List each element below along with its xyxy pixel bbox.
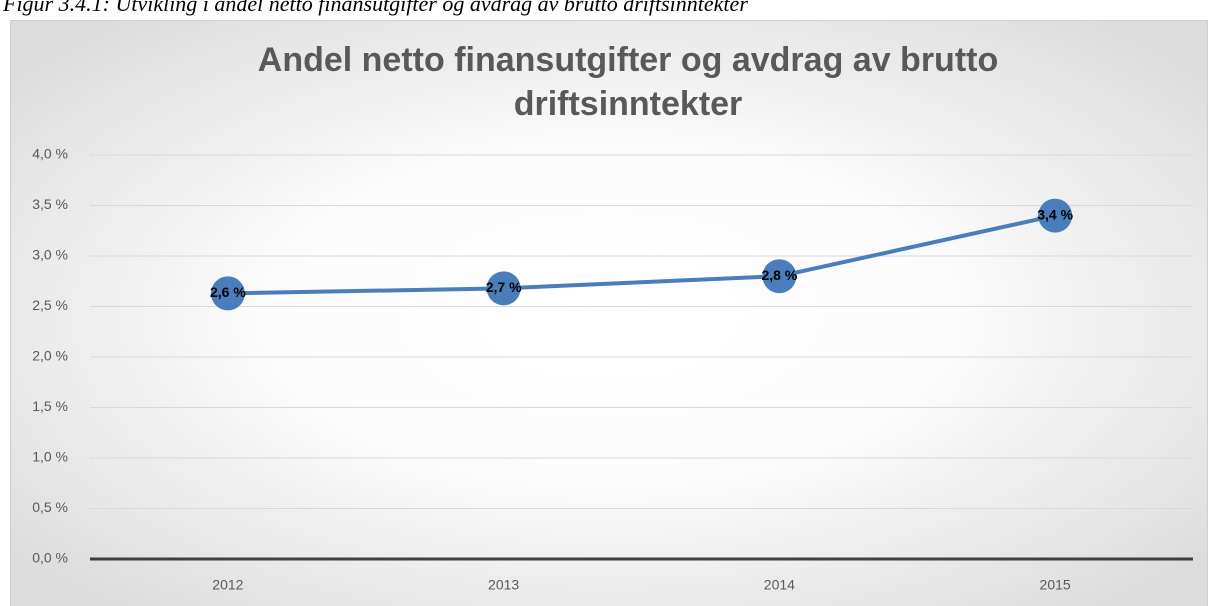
data-line [227,213,1056,296]
x-tick-label: 2014 [764,577,795,593]
figure-caption: Figur 3.4.1: Utvikling i andel netto fin… [2,0,748,16]
y-tick-label: 3,5 % [32,196,68,212]
chart-title: driftsinntekter [514,85,743,123]
data-marker [210,276,245,311]
x-tick-label: 2012 [212,577,243,593]
y-tick-label: 0,0 % [32,550,68,566]
x-tick-label: 2013 [488,577,519,593]
y-tick-label: 2,5 % [32,297,68,313]
data-label: 2,6 % [210,284,246,300]
y-tick-label: 3,0 % [32,247,68,263]
y-tick-label: 1,0 % [32,449,68,465]
data-label: 2,8 % [761,267,797,283]
data-marker [486,271,521,306]
data-marker [762,259,797,294]
x-tick-label: 2015 [1040,577,1071,593]
data-label: 3,4 % [1037,206,1073,222]
data-marker [1038,198,1073,233]
data-label: 2,7 % [486,279,522,295]
y-tick-label: 1,5 % [32,398,68,414]
y-tick-label: 0,5 % [32,499,68,515]
y-tick-label: 4,0 % [32,146,68,162]
chart-title: Andel netto finansutgifter og avdrag av … [258,41,998,79]
y-tick-label: 2,0 % [32,348,68,364]
